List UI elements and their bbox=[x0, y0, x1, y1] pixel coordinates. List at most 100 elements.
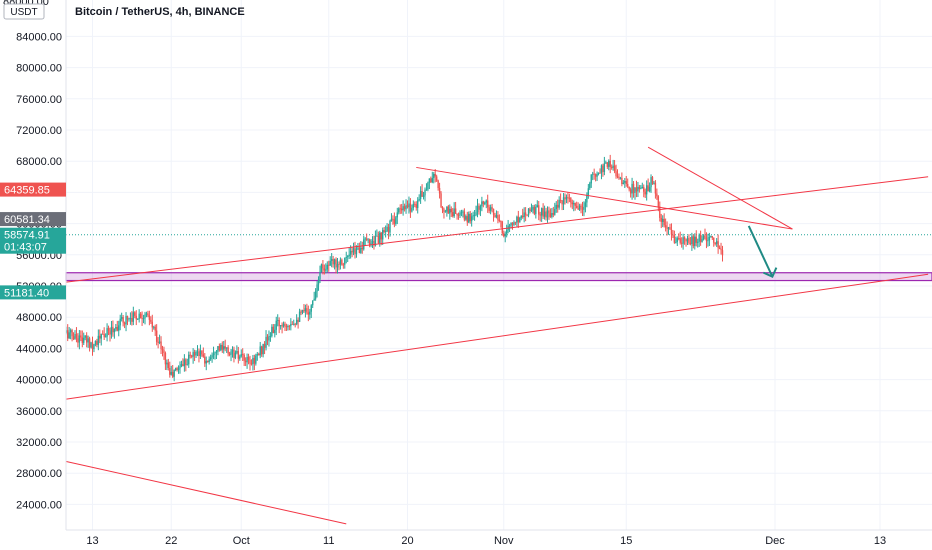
candle-body bbox=[390, 218, 393, 222]
candle-body bbox=[721, 250, 724, 256]
candle-body bbox=[256, 354, 258, 356]
candle-body bbox=[134, 312, 136, 316]
candle-body bbox=[666, 227, 668, 229]
candle-body bbox=[153, 326, 155, 328]
price-tag-countdown: 01:43:07 bbox=[4, 242, 47, 254]
candle-body bbox=[88, 338, 91, 348]
trendline[interactable] bbox=[647, 146, 793, 230]
y-tick-label: 68000.00 bbox=[16, 156, 62, 168]
candle-body bbox=[495, 215, 498, 218]
candle-body bbox=[77, 338, 79, 343]
candle-body bbox=[635, 187, 638, 192]
trendline[interactable] bbox=[66, 273, 929, 400]
trendline[interactable] bbox=[416, 166, 793, 230]
currency-badge[interactable] bbox=[3, 3, 45, 20]
candle-body bbox=[190, 355, 193, 357]
candle-body bbox=[411, 207, 413, 212]
candle-body bbox=[204, 356, 206, 364]
candle-body bbox=[586, 194, 588, 203]
candle-body bbox=[545, 211, 547, 218]
candle-body bbox=[444, 211, 447, 213]
candle-body bbox=[209, 357, 212, 360]
candle-body bbox=[335, 259, 337, 268]
trendline-layer[interactable] bbox=[66, 146, 929, 525]
y-tick-label: 76000.00 bbox=[16, 94, 62, 106]
candle-body bbox=[672, 234, 674, 236]
candle-body bbox=[271, 326, 273, 337]
candle-body bbox=[540, 208, 543, 216]
candle-body bbox=[269, 336, 272, 337]
candle-body bbox=[647, 185, 649, 192]
candle-body bbox=[713, 237, 715, 243]
candle-body bbox=[380, 232, 382, 240]
candle-body bbox=[102, 333, 104, 335]
price-tag-label: 64359.85 bbox=[4, 185, 50, 197]
candle-body bbox=[104, 336, 107, 338]
candle-body bbox=[188, 354, 190, 365]
candle-body bbox=[246, 356, 248, 363]
candle-body bbox=[522, 215, 524, 218]
candle-body bbox=[513, 222, 515, 225]
candle-body bbox=[207, 361, 209, 363]
candle-body bbox=[377, 235, 380, 243]
down-arrow[interactable] bbox=[747, 225, 774, 278]
x-tick-label: 11 bbox=[323, 535, 334, 547]
candle-body bbox=[128, 318, 130, 320]
candle-body bbox=[129, 318, 132, 319]
candle-body bbox=[529, 208, 531, 211]
candle-body bbox=[452, 212, 454, 217]
trendline[interactable] bbox=[66, 461, 347, 525]
candle-body bbox=[557, 204, 559, 208]
candle-body bbox=[83, 337, 85, 343]
candle-body bbox=[243, 354, 245, 361]
candle-body bbox=[657, 196, 660, 207]
y-axis-ticks: 24000.00 28000.00 32000.00 36000.00 40000.00… bbox=[16, 31, 62, 511]
candle-body bbox=[325, 269, 327, 271]
candle-body bbox=[704, 235, 706, 238]
candle-body bbox=[285, 325, 288, 328]
candle-body bbox=[351, 250, 353, 253]
candle-body bbox=[373, 240, 375, 246]
candle-body bbox=[266, 336, 269, 341]
candle-body bbox=[189, 354, 191, 356]
candle-body bbox=[533, 206, 536, 214]
support-zone[interactable] bbox=[65, 272, 932, 282]
candle-body bbox=[268, 336, 270, 341]
candle-body bbox=[532, 206, 534, 210]
candle-body bbox=[481, 201, 483, 207]
y-tick-label: 84000.00 bbox=[16, 31, 62, 43]
candle-body bbox=[422, 195, 425, 197]
candle-body bbox=[398, 208, 400, 213]
candle-body bbox=[196, 351, 199, 353]
candle-body bbox=[648, 187, 651, 192]
candle-body bbox=[265, 336, 267, 348]
candle-body bbox=[527, 208, 530, 216]
candle-body bbox=[430, 178, 432, 183]
candle-body bbox=[599, 172, 601, 174]
candle-body bbox=[552, 213, 555, 215]
candle-body bbox=[205, 361, 207, 364]
trendline[interactable] bbox=[66, 176, 929, 283]
candle-body bbox=[412, 203, 415, 208]
candle-body bbox=[675, 242, 677, 243]
candle-body bbox=[182, 364, 184, 367]
candle-body bbox=[281, 325, 283, 327]
candle-body bbox=[682, 237, 684, 244]
candle-body bbox=[244, 360, 247, 363]
x-tick-label: Oct bbox=[233, 535, 250, 547]
candle-body bbox=[288, 326, 291, 327]
candle-body bbox=[415, 204, 417, 208]
candle-body bbox=[368, 239, 371, 246]
price-tag-label: 58574.91 bbox=[4, 230, 50, 242]
candle-body bbox=[387, 226, 390, 233]
candle-body bbox=[660, 217, 662, 222]
candle-body bbox=[638, 186, 641, 190]
candle-body bbox=[370, 243, 372, 246]
candle-body bbox=[217, 346, 219, 352]
candle-body bbox=[643, 186, 645, 192]
candle-body bbox=[85, 335, 88, 343]
candle-body bbox=[75, 334, 78, 339]
candle-body bbox=[148, 315, 151, 320]
candle-body bbox=[487, 200, 489, 208]
